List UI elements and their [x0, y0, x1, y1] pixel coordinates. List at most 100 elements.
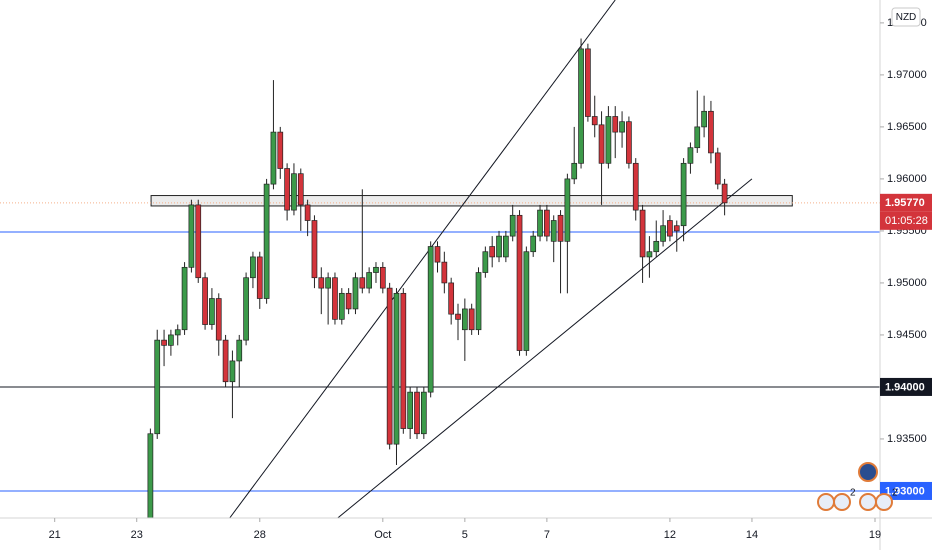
candle-body [605, 116, 612, 164]
candle-body [414, 391, 420, 435]
candle-body [229, 360, 236, 383]
event-count: 2 [892, 488, 898, 499]
symbol-badge: NZD [891, 7, 921, 27]
candle-body [653, 240, 660, 253]
price-tag [880, 193, 932, 212]
candle-body [523, 251, 530, 351]
y-tick-label: 1.97000 [887, 69, 927, 81]
candle-body [475, 272, 482, 331]
candle-body [427, 246, 434, 393]
candle-body [687, 147, 694, 164]
candle-body [256, 256, 263, 299]
x-tick-label: 19 [869, 529, 881, 541]
candle-body [291, 173, 297, 211]
candle-body [455, 313, 461, 320]
candle-body [195, 204, 202, 279]
candle-body [270, 131, 277, 185]
candle-body [366, 272, 372, 289]
badge-box [891, 7, 921, 27]
candle-body [482, 251, 489, 273]
candle-body [550, 220, 557, 242]
event-icon [817, 493, 835, 511]
candle-body [441, 261, 448, 284]
event-icon [858, 462, 878, 482]
price-tag [880, 481, 932, 500]
candle-body [530, 235, 537, 253]
candle-body [680, 162, 687, 227]
candle-body [448, 282, 455, 315]
x-tick-label: 21 [49, 529, 61, 541]
candle-body [578, 48, 584, 164]
plot-area [0, 0, 880, 518]
candle-body [516, 214, 523, 351]
x-tick-label: 28 [254, 529, 266, 541]
candle-body [509, 214, 516, 237]
price-tag [880, 377, 932, 396]
event-icon [859, 493, 877, 511]
candle-body [243, 277, 249, 341]
candle-body [571, 162, 578, 180]
axes: 1.930001.935001.940001.945001.950001.955… [49, 17, 932, 541]
trendline [337, 178, 753, 518]
badge-text: NZD [896, 12, 917, 23]
event-count: 2 [850, 488, 856, 499]
candle-body [646, 251, 653, 258]
candle-body [154, 339, 161, 435]
candle-body [564, 178, 571, 242]
candle-body [325, 277, 331, 289]
candle-body [468, 308, 475, 331]
x-tick-label: 23 [131, 529, 143, 541]
candle-body [667, 220, 673, 237]
candle-body [626, 121, 632, 164]
candle-body [202, 277, 208, 325]
price-tag-label: 1.93000 [885, 485, 925, 497]
candle-body [694, 126, 701, 149]
y-tick-label: 1.96500 [887, 121, 927, 133]
candle-body [345, 292, 352, 310]
candle-body [407, 391, 414, 429]
candle-body [250, 256, 256, 279]
candle-body [544, 209, 550, 237]
candle-body [386, 287, 393, 445]
candle-body [591, 116, 598, 126]
candle-body [311, 220, 318, 279]
zone-rectangle [150, 195, 793, 207]
candle-body [420, 391, 427, 435]
candle-body [557, 214, 564, 242]
candle-body [461, 308, 468, 331]
candle-body [612, 116, 619, 133]
candle-body [209, 298, 215, 325]
candle-body [434, 246, 441, 263]
candle-body [168, 334, 174, 346]
countdown-label: 01:05:28 [885, 215, 928, 227]
candle-body [304, 204, 311, 221]
price-tag-label: 1.95770 [885, 197, 925, 209]
candle-body [236, 339, 243, 362]
countdown-tag [880, 211, 932, 230]
x-tick-label: 7 [544, 529, 550, 541]
candle-body [708, 110, 714, 154]
candle-body [701, 110, 707, 128]
y-tick-label: 1.95000 [887, 277, 927, 289]
candle-body [318, 277, 325, 289]
candle-body [263, 183, 270, 299]
candle-body [174, 329, 181, 336]
candle-body [284, 168, 290, 211]
candle-body [277, 131, 284, 169]
x-tick-label: 12 [664, 529, 676, 541]
candle-body [297, 173, 304, 206]
candle-body [714, 152, 721, 185]
y-tick-label: 1.93500 [887, 433, 927, 445]
candle-body [660, 225, 666, 242]
candle-body [619, 121, 625, 133]
candle-body [598, 124, 605, 164]
candle-body [222, 339, 229, 383]
candle-body [537, 209, 543, 237]
candle-body [379, 266, 386, 289]
candle-body [639, 209, 646, 258]
candle-body [359, 277, 366, 289]
candle-body [147, 433, 154, 518]
y-tick-label: 1.96000 [887, 173, 927, 185]
